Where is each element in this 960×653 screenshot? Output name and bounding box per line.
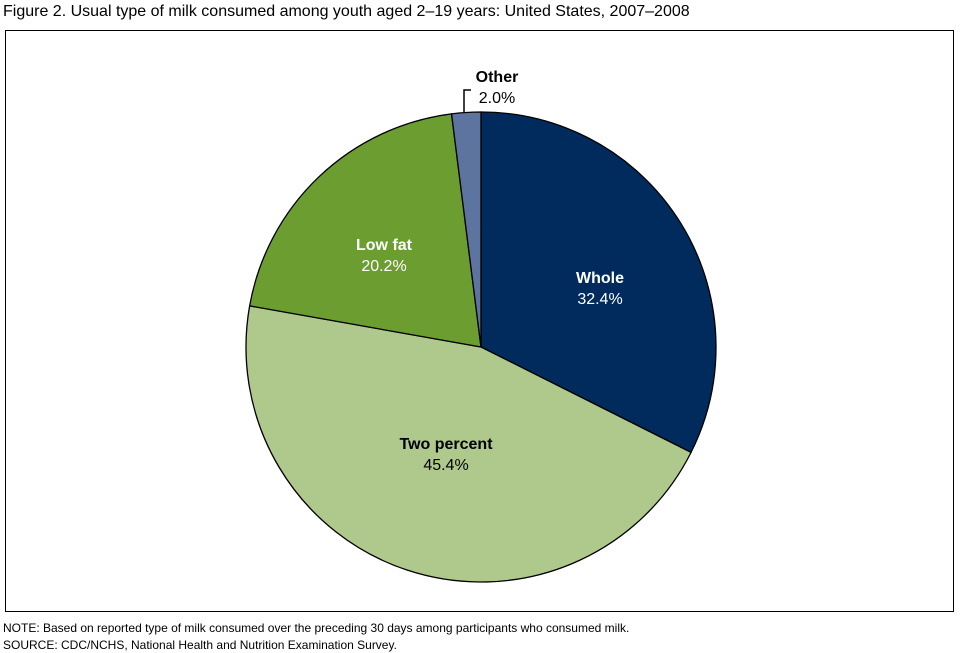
- slice-label-whole: Whole: [576, 270, 624, 287]
- slice-label-other: Other: [476, 69, 519, 86]
- leader-line-other: [463, 89, 471, 112]
- chart-source: SOURCE: CDC/NCHS, National Health and Nu…: [3, 638, 397, 652]
- slice-value-two-percent: 45.4%: [423, 457, 468, 474]
- slice-value-whole: 32.4%: [577, 291, 622, 308]
- slice-two-percent: [245, 305, 692, 583]
- chart-note: NOTE: Based on reported type of milk con…: [3, 621, 630, 635]
- slice-low-fat: [248, 113, 482, 348]
- slice-value-other: 2.0%: [479, 90, 515, 107]
- slice-whole: [480, 111, 717, 454]
- chart-frame: [5, 30, 954, 612]
- slice-other: [450, 111, 482, 348]
- chart-title: Figure 2. Usual type of milk consumed am…: [3, 3, 690, 20]
- slice-value-low-fat: 20.2%: [361, 258, 406, 275]
- slice-label-two-percent: Two percent: [399, 436, 493, 453]
- slice-label-low-fat: Low fat: [356, 237, 413, 254]
